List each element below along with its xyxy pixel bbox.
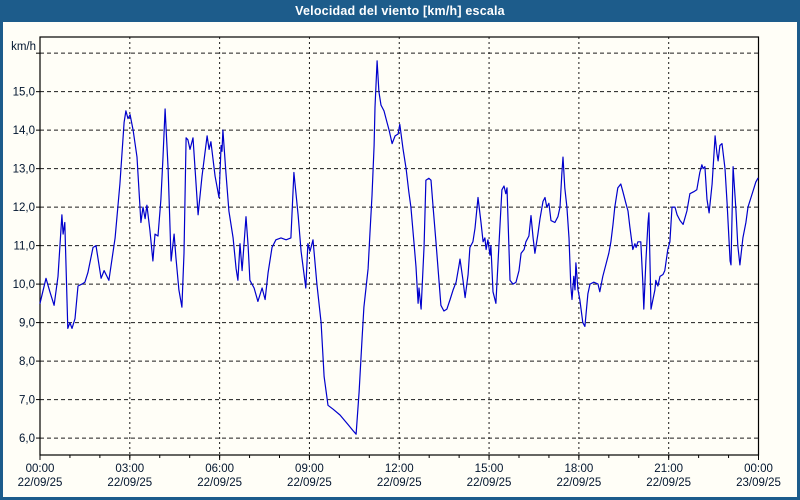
svg-text:23/09/25: 23/09/25: [736, 477, 781, 489]
window-title: Velocidad del viento [km/h] escala: [295, 4, 505, 18]
svg-text:06:00: 06:00: [205, 463, 234, 475]
gridlines: [40, 37, 759, 455]
svg-text:22/09/25: 22/09/25: [377, 477, 422, 489]
wind-speed-line: [39, 60, 759, 435]
svg-text:6,0: 6,0: [19, 433, 35, 445]
svg-text:14,0: 14,0: [13, 125, 35, 137]
chart-area: 6,0 7,0 8,0 9,0 10,0 11,0 12,0 13,0 14,0 15,0 km/h…: [3, 22, 797, 497]
svg-text:21:00: 21:00: [654, 463, 683, 475]
window-titlebar: Velocidad del viento [km/h] escala: [0, 0, 800, 22]
svg-text:15,0: 15,0: [13, 87, 35, 99]
svg-text:00:00: 00:00: [744, 463, 773, 475]
axis-ticks: [36, 52, 759, 460]
svg-text:8,0: 8,0: [19, 356, 35, 368]
svg-text:12,0: 12,0: [13, 202, 35, 214]
wind-speed-chart: 6,0 7,0 8,0 9,0 10,0 11,0 12,0 13,0 14,0 15,0 km/h…: [11, 36, 781, 489]
svg-text:22/09/25: 22/09/25: [197, 477, 242, 489]
svg-text:11,0: 11,0: [13, 241, 35, 253]
plot-border: [39, 36, 760, 456]
svg-text:09:00: 09:00: [295, 463, 324, 475]
svg-text:22/09/25: 22/09/25: [107, 477, 152, 489]
svg-text:10,0: 10,0: [13, 279, 35, 291]
svg-text:22/09/25: 22/09/25: [556, 477, 601, 489]
svg-text:7,0: 7,0: [19, 395, 35, 407]
svg-text:22/09/25: 22/09/25: [287, 477, 332, 489]
svg-text:22/09/25: 22/09/25: [467, 477, 512, 489]
x-axis-labels: 00:00 22/09/25 03:00 22/09/25 06:00 22/09/25 0…: [18, 463, 781, 489]
svg-text:km/h: km/h: [11, 41, 36, 53]
svg-text:13,0: 13,0: [13, 164, 35, 176]
svg-text:22/09/25: 22/09/25: [18, 477, 63, 489]
y-axis-labels: 6,0 7,0 8,0 9,0 10,0 11,0 12,0 13,0 14,0 15,0 km/h: [11, 41, 36, 445]
svg-text:15:00: 15:00: [475, 463, 504, 475]
svg-text:18:00: 18:00: [564, 463, 593, 475]
svg-text:12:00: 12:00: [385, 463, 414, 475]
svg-text:22/09/25: 22/09/25: [646, 477, 691, 489]
svg-text:03:00: 03:00: [115, 463, 144, 475]
svg-text:9,0: 9,0: [19, 318, 35, 330]
svg-text:00:00: 00:00: [26, 463, 55, 475]
